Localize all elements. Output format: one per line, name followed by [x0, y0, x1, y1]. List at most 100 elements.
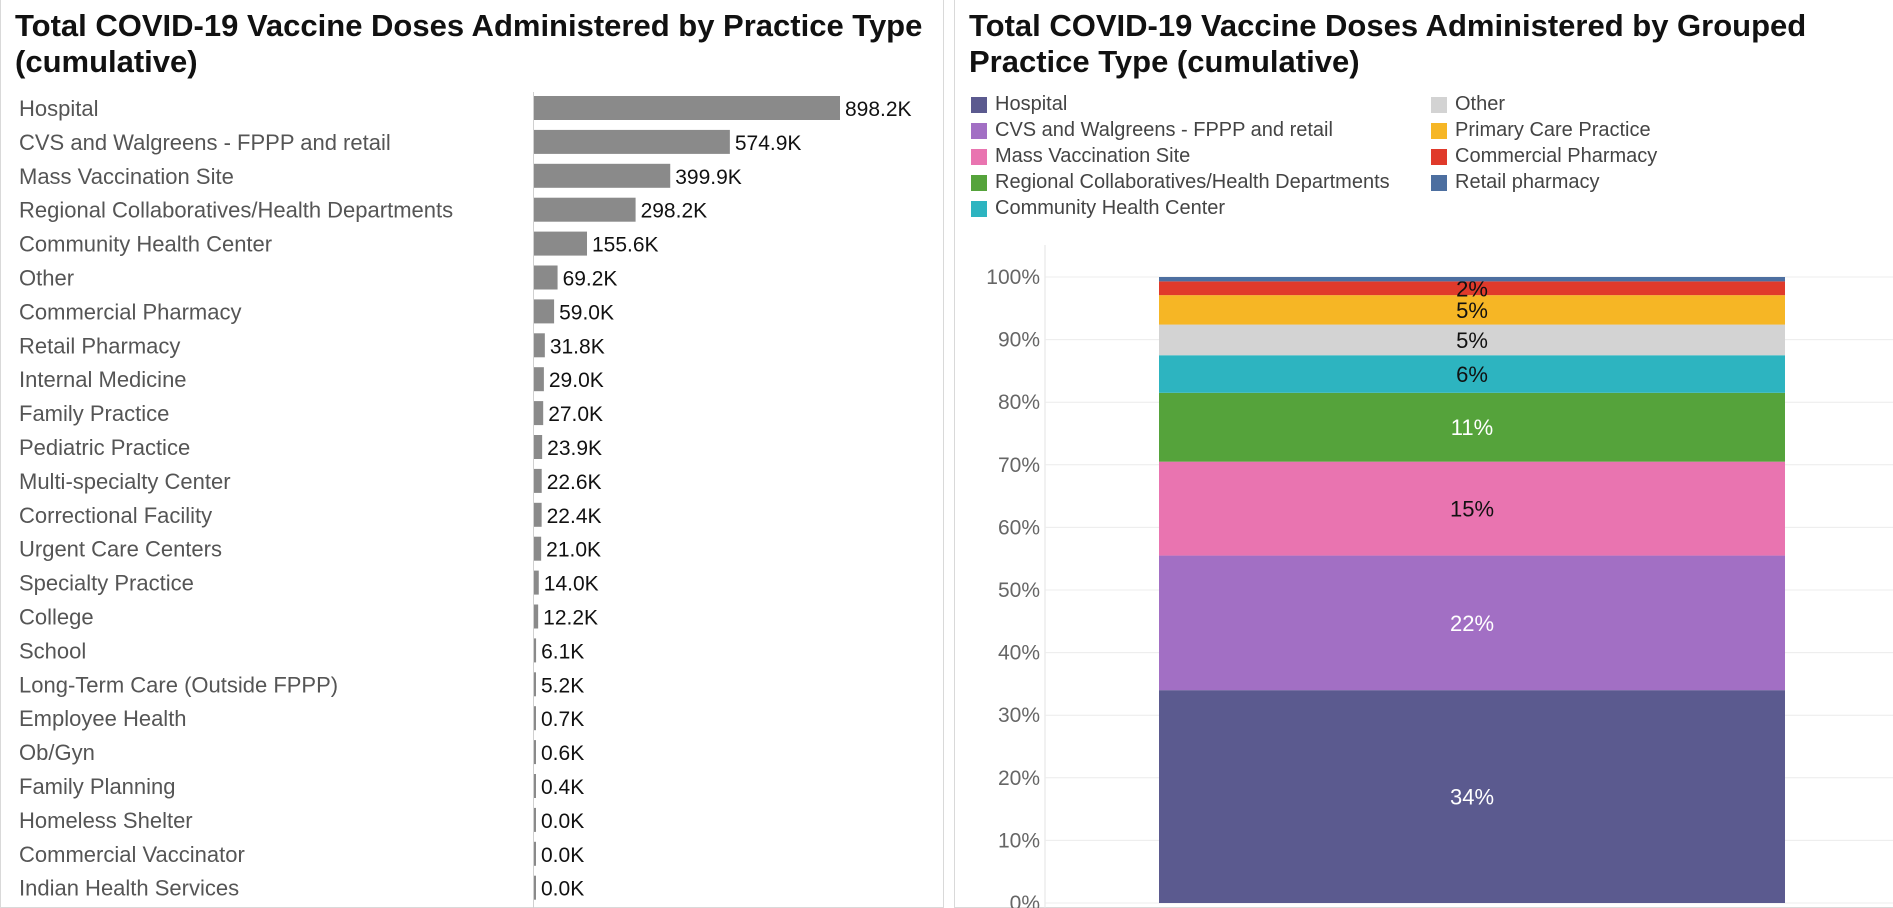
bar [534, 841, 536, 866]
bar [534, 163, 671, 188]
category-label: Hospital [19, 96, 98, 121]
data-label: 298.2K [641, 200, 708, 223]
bar [534, 265, 558, 290]
data-label: 0.0K [541, 810, 584, 833]
legend-item[interactable]: Commercial Pharmacy [1431, 145, 1657, 168]
legend-swatch [1431, 148, 1447, 165]
stacked-segment [1159, 461, 1785, 556]
legend-swatch [971, 96, 987, 113]
category-label: Retail Pharmacy [19, 333, 180, 358]
bar [534, 197, 636, 222]
data-label: 0.7K [541, 708, 584, 731]
legend-swatch [971, 148, 987, 165]
category-label: Other [19, 266, 74, 291]
bar [534, 638, 537, 663]
legend-label: Other [1455, 93, 1506, 115]
data-label: 14.0K [544, 573, 599, 596]
stacked-segment [1159, 555, 1785, 691]
legend-swatch [971, 174, 987, 191]
category-label: Employee Health [19, 706, 187, 731]
category-label: Specialty Practice [19, 571, 194, 596]
category-label: Mass Vaccination Site [19, 164, 234, 189]
legend-item[interactable]: Regional Collaboratives/Health Departmen… [971, 171, 1390, 194]
data-label: 0.6K [541, 742, 584, 765]
legend-item[interactable]: Other [1431, 93, 1505, 116]
data-label: 22.6K [547, 471, 602, 494]
legend-label: Hospital [995, 93, 1068, 115]
segment-label: 5% [1456, 298, 1488, 323]
data-label: 12.2K [543, 607, 598, 630]
data-label: 0.4K [541, 776, 584, 799]
category-label: CVS and Walgreens - FPPP and retail [19, 130, 391, 155]
bar [534, 536, 542, 561]
category-label: Urgent Care Centers [19, 537, 222, 562]
y-tick-label: 0% [1010, 892, 1040, 908]
left-chart-panel: Total COVID-19 Vaccine Doses Administere… [0, 0, 944, 908]
stacked-bar-chart: 0% 10% 20% 30% 40% 50% 60% 70% 80% 90% 100% 34% 22% 1… [986, 245, 1893, 908]
bar [534, 299, 555, 324]
y-tick-label: 80% [998, 391, 1040, 414]
stacked-segment [1159, 355, 1785, 393]
bar [534, 231, 588, 256]
bar [534, 96, 840, 120]
legend-label: Regional Collaboratives/Health Departmen… [995, 171, 1390, 193]
category-label: Commercial Pharmacy [19, 299, 242, 324]
legend-item[interactable]: CVS and Walgreens - FPPP and retail [971, 119, 1333, 142]
legend-label: Community Health Center [995, 197, 1226, 219]
legend-item[interactable]: Mass Vaccination Site [971, 145, 1190, 168]
category-label: Indian Health Services [19, 876, 239, 901]
bar [534, 435, 543, 459]
data-label: 59.0K [559, 301, 614, 324]
bar [534, 129, 730, 154]
legend-label: Retail pharmacy [1455, 171, 1600, 193]
category-label: Long-Term Care (Outside FPPP) [19, 672, 338, 697]
data-label: 21.0K [546, 539, 601, 562]
bar [534, 468, 542, 493]
bar [534, 740, 536, 765]
legend-item[interactable]: Community Health Center [971, 197, 1225, 220]
bar [534, 604, 539, 629]
stacked-segment [1159, 690, 1785, 903]
stacked-segment [1159, 392, 1785, 462]
data-label: 898.2K [845, 98, 912, 121]
legend-item[interactable]: Hospital [971, 93, 1067, 116]
category-label: Family Planning [19, 774, 176, 799]
legend-label: Primary Care Practice [1455, 119, 1651, 141]
data-label: 29.0K [549, 369, 604, 392]
legend-item[interactable]: Primary Care Practice [1431, 119, 1651, 142]
category-label: Regional Collaboratives/Health Departmen… [19, 198, 453, 223]
legend-swatch [1431, 174, 1447, 191]
segment-label: 34% [1450, 785, 1494, 810]
legend-item[interactable]: Retail pharmacy [1431, 171, 1600, 194]
y-tick-label: 90% [998, 329, 1040, 352]
data-label: 0.0K [541, 878, 584, 901]
category-label: Internal Medicine [19, 367, 187, 392]
y-tick-label: 40% [998, 642, 1040, 665]
category-label: Multi-specialty Center [19, 469, 231, 494]
segment-label: 22% [1450, 611, 1494, 636]
category-label: School [19, 638, 86, 663]
bar [534, 570, 539, 595]
legend-swatch [971, 200, 987, 217]
right-chart-title: Total COVID-19 Vaccine Doses Administere… [969, 8, 1807, 79]
bar [534, 333, 545, 358]
y-tick-label: 10% [998, 829, 1040, 852]
legend: Hospital CVS and Walgreens - FPPP and ret… [963, 93, 1883, 228]
bar [534, 875, 536, 900]
left-chart-title: Total COVID-19 Vaccine Doses Administere… [15, 8, 923, 79]
bar [534, 401, 544, 426]
segment-label: 11% [1451, 415, 1493, 440]
bar [534, 774, 536, 798]
y-tick-label: 50% [998, 579, 1040, 602]
segment-label: 15% [1450, 497, 1494, 522]
data-label: 399.9K [675, 166, 742, 189]
category-label: Pediatric Practice [19, 435, 190, 460]
y-tick-label: 60% [998, 516, 1040, 539]
legend-swatch [1431, 96, 1447, 113]
y-tick-label: 30% [998, 704, 1040, 727]
data-label: 69.2K [563, 268, 618, 291]
stacked-segment [1159, 295, 1785, 325]
bar [534, 807, 536, 832]
data-label: 31.8K [550, 335, 605, 358]
stacked-segment [1159, 281, 1785, 296]
